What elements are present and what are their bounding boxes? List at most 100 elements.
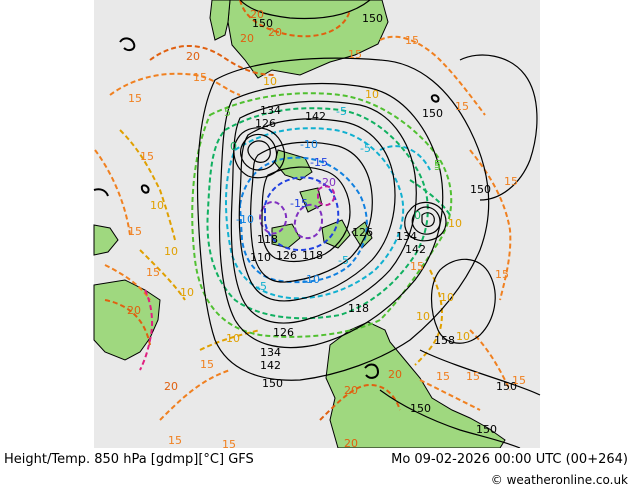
temp-label: 10 (263, 75, 277, 88)
sea-background (94, 0, 540, 448)
temp-label: 20 (268, 26, 282, 39)
temp-labels: 20 20 15 20 15 15 15 10 15 10 15 10 5 0 … (127, 8, 526, 448)
temp-label: 15 (140, 150, 154, 163)
isotherm-15-south (159, 369, 231, 421)
temp-label: 15 (455, 100, 469, 113)
temp-label: 15 (405, 34, 419, 47)
temp-label: 15 (495, 268, 509, 281)
land-europe (325, 321, 506, 448)
isotherm-15-europe (419, 379, 481, 411)
height-label: 150 (496, 380, 517, 393)
isotherm-20-greenland (239, 0, 351, 38)
contour-150-pacific (459, 54, 538, 201)
temp-label: 15 (466, 370, 480, 383)
land-masses (93, 0, 506, 448)
temp-label: 10 (416, 310, 430, 323)
isotherm-minus10-ring (238, 156, 368, 284)
temp-label: 20 (240, 32, 254, 45)
temp-label: 20 (127, 304, 141, 317)
contour-low-e-2 (411, 206, 441, 235)
contour-150-southeast (419, 349, 541, 396)
isotherm-20-europe (319, 383, 401, 421)
contour-low-e-1 (421, 212, 435, 228)
land-greenland (227, 0, 389, 79)
temp-label: 15 (348, 48, 362, 61)
contour-134 (230, 100, 417, 324)
height-label: 118 (302, 249, 323, 262)
temp-label: 15 (168, 434, 182, 447)
isotherm-15-west (94, 149, 131, 236)
temp-label: -10 (236, 213, 254, 226)
map-title: Height/Temp. 850 hPa [gdmp][°C] GFS (4, 452, 254, 467)
coast-fragment-4 (430, 94, 440, 103)
height-label: 142 (405, 243, 426, 256)
contour-low-nw-2 (240, 133, 278, 171)
height-label: 126 (352, 226, 373, 239)
coast-fragment-3 (93, 188, 109, 197)
contour-150-europe (379, 389, 521, 448)
temp-label: 15 (512, 374, 526, 387)
land-north-america-top (209, 0, 231, 41)
valid-time: Mo 09-02-2026 00:00 UTC (00+264) (391, 452, 628, 467)
temp-label: 15 (222, 438, 236, 448)
contour-158 (430, 258, 496, 344)
temp-label: -15 (310, 156, 328, 169)
temp-label: 10 (180, 286, 194, 299)
temp-label: -15 (290, 197, 308, 210)
coast-fragment-1 (119, 37, 136, 52)
height-label: 126 (273, 326, 294, 339)
temp-label: 0 (230, 140, 237, 153)
contour-118 (250, 141, 373, 283)
height-contours (196, 0, 541, 448)
isotherm-20-west (149, 44, 276, 76)
height-label: 118 (348, 302, 369, 315)
temp-label: -20 (318, 176, 336, 189)
temp-label: 10 (440, 291, 454, 304)
temp-label: 10 (456, 330, 470, 343)
temp-label: 15 (504, 175, 518, 188)
height-label: 126 (276, 249, 297, 262)
temp-label: 15 (436, 370, 450, 383)
height-label: 150 (252, 17, 273, 30)
temp-label: 10 (150, 199, 164, 212)
temp-label: 5 (434, 160, 441, 173)
isotherm-minus20-core-2 (293, 203, 324, 240)
temp-label: 5 (434, 158, 441, 171)
site-credit-link[interactable]: © weatheronline.co.uk (490, 473, 628, 487)
height-label: 150 (476, 423, 497, 436)
contour-low-e-3 (404, 201, 447, 242)
isotherm-10-west (119, 129, 176, 241)
map-margin-left (0, 0, 94, 448)
temp-label: 10 (448, 217, 462, 230)
temp-label: -10 (302, 273, 320, 286)
weather-map: 150 142 134 126 150 150 150 126 134 142 … (0, 0, 634, 448)
temp-label: 15 (128, 225, 142, 238)
height-label: 110 (250, 251, 271, 264)
map-margin-right (540, 0, 634, 448)
isotherm-minus25-core (317, 185, 336, 206)
coast-fragment-5 (364, 363, 380, 379)
isotherm-20-sw (104, 299, 151, 346)
height-label: 150 (470, 183, 491, 196)
height-label: 150 (362, 12, 383, 25)
height-label: 118 (257, 233, 278, 246)
temp-label: 0 (414, 209, 421, 222)
height-label: 134 (396, 230, 417, 243)
isotherm-15-ne (379, 35, 486, 116)
height-labels: 150 142 134 126 150 150 150 126 134 142 … (250, 12, 517, 436)
temp-label: 10 (365, 88, 379, 101)
height-label: 142 (305, 110, 326, 123)
contour-150-greenland (239, 0, 371, 20)
temp-label: 15 (193, 71, 207, 84)
height-label: 134 (260, 346, 281, 359)
isotherm-10-east (414, 269, 443, 366)
isotherm-minus20-core (259, 201, 288, 235)
isotherm-minus5-ring (225, 127, 405, 300)
isotherm-15-se (469, 329, 511, 391)
temp-label: 10 (164, 245, 178, 258)
coast-fragment-2 (140, 184, 150, 194)
height-label: 126 (255, 117, 276, 130)
isotherm-minus15-ring (264, 176, 340, 252)
temp-label: 15 (146, 266, 160, 279)
temp-label: 20 (250, 8, 264, 21)
